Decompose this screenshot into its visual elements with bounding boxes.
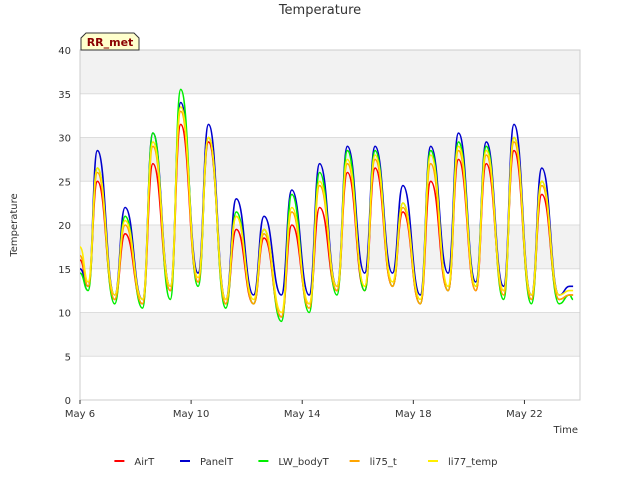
plot-band [80,137,580,182]
y-tick-label: 10 [58,309,71,320]
plot-band [80,356,580,400]
y-tick-label: 0 [65,396,71,407]
legend-label: LW_bodyT [278,457,329,468]
chart-title: Temperature [278,3,361,18]
series-line-li77-temp [79,106,574,314]
x-tick-label: May 14 [284,409,321,420]
y-axis-ticks: 0 5 10 15 20 25 30 35 40 [58,46,71,407]
legend-label: AirT [134,457,155,468]
legend: AirT PanelT LW_bodyT li75_t li77_temp [114,457,497,468]
y-tick-label: 25 [58,177,71,188]
y-tick-label: 35 [58,90,71,101]
x-tick-label: May 22 [506,409,543,420]
y-tick-label: 40 [58,46,71,57]
station-badge-label: RR_met [87,36,134,49]
x-axis-label: Time [553,425,578,436]
series-lines [79,88,574,323]
station-badge-box [80,32,140,51]
y-tick-label: 5 [65,352,71,363]
plot-frame [79,49,581,401]
legend-label: li77_temp [448,457,497,468]
y-tick-label: 15 [58,265,71,276]
x-tick-label: May 6 [65,409,95,420]
plot-band [80,268,580,313]
station-badge: RR_met [80,32,140,51]
plot-band [80,312,580,357]
legend-label: li75_t [370,457,397,468]
y-axis-label: Temperature [9,193,20,257]
plot-band [80,50,580,94]
plot-band [80,181,580,225]
x-axis-ticks: May 6 May 10 May 14 May 18 May 22 [65,400,543,420]
plot-band [80,93,580,138]
legend-label: PanelT [200,457,234,468]
y-tick-label: 30 [58,134,71,145]
x-tick-label: May 18 [395,409,432,420]
y-tick-label: 20 [58,221,71,232]
x-tick-label: May 10 [173,409,210,420]
